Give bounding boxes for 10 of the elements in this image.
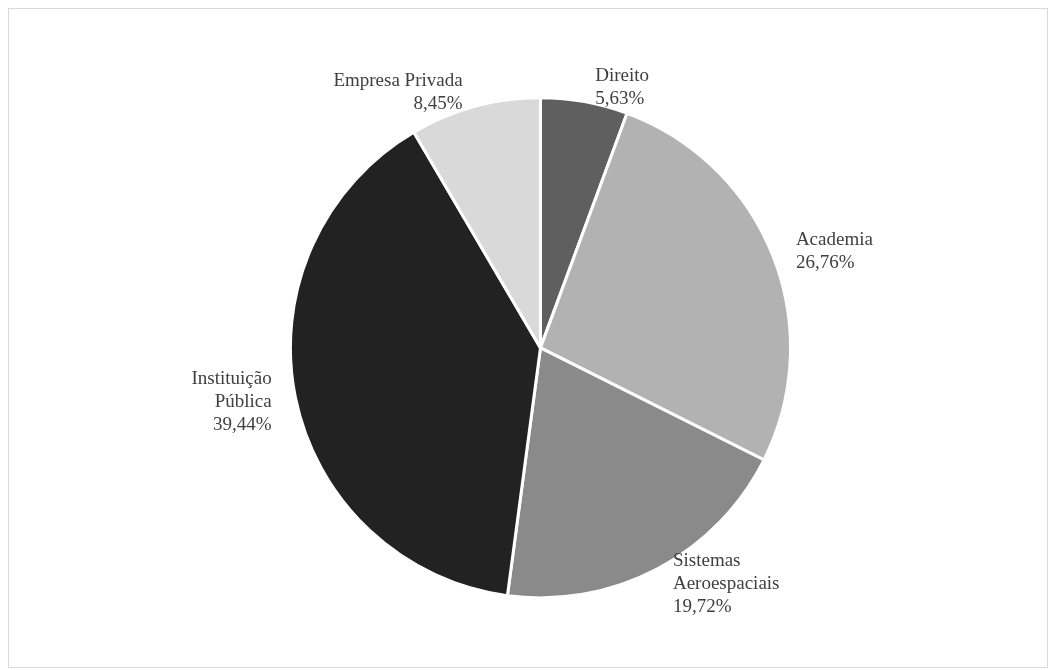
slice-label: Direito — [595, 63, 650, 85]
slice-label: Academia — [795, 228, 874, 250]
data-label: 39,44% — [213, 413, 272, 435]
slice-label: Sistemas Aeroespaciais — [672, 549, 780, 594]
data-label: 19,72% — [672, 595, 732, 617]
slice-label: Instituição Pública — [191, 367, 273, 412]
data-label: 26,76% — [795, 251, 855, 273]
data-label: 8,45% — [413, 92, 463, 114]
data-label: 5,63% — [595, 86, 645, 108]
slice-label: Empresa Privada — [333, 69, 464, 91]
